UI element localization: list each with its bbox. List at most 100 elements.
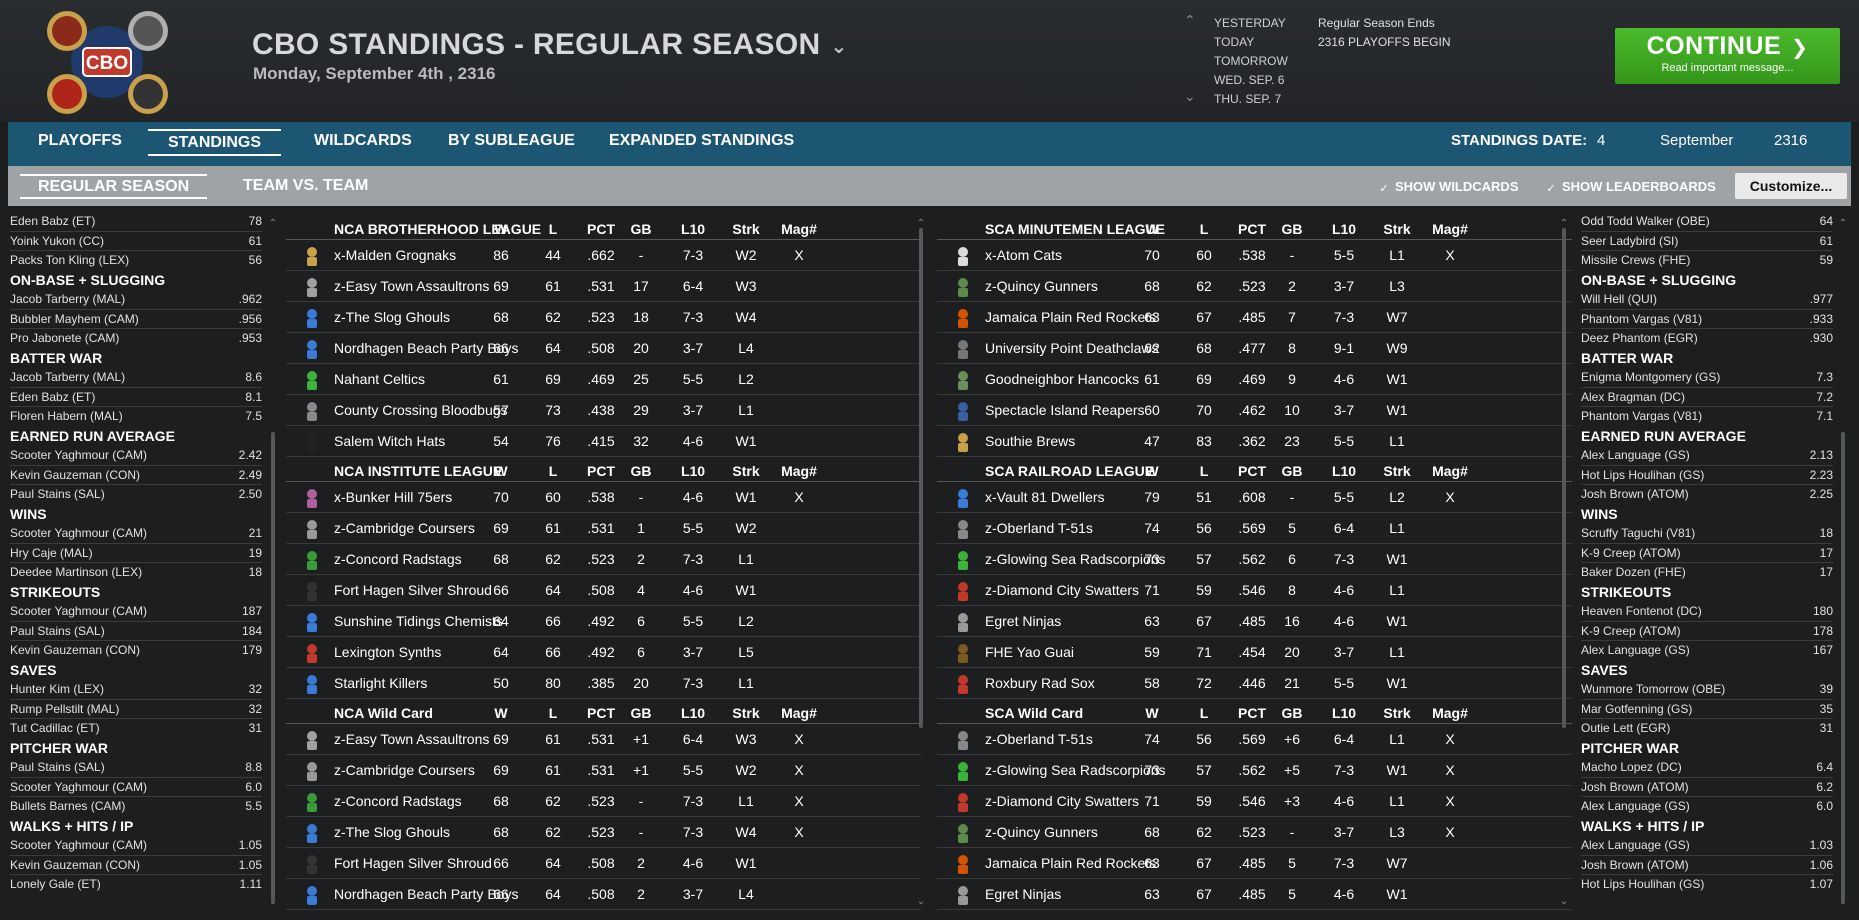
chevron-down-icon[interactable]: ⌄ — [916, 896, 926, 907]
table-row[interactable]: Nahant Celtics 61 69 .469 25 5-5 L2 — [286, 364, 921, 395]
team-name[interactable]: Nahant Celtics — [334, 371, 426, 387]
team-name[interactable]: z-Diamond City Swatters — [985, 582, 1140, 598]
date-nav-item[interactable]: TODAY — [1214, 35, 1255, 49]
team-name[interactable]: x-Malden Grognaks — [334, 247, 457, 263]
leader-row[interactable]: K-9 Creep (ATOM) 17 — [1581, 543, 1833, 562]
table-row[interactable]: Lexington Synths 64 66 .492 6 3-7 L5 — [286, 637, 921, 668]
team-name[interactable]: Lexington Synths — [334, 644, 442, 660]
column-header-l[interactable]: L — [548, 705, 558, 721]
chevron-up-icon[interactable]: ⌃ — [1184, 12, 1196, 28]
leader-row[interactable]: Bullets Barnes (CAM) 5.5 — [10, 796, 262, 815]
table-row[interactable]: z-Concord Radstags 68 62 .523 - 7-3 L1 X — [286, 786, 921, 817]
standings-month[interactable]: September — [1660, 132, 1734, 149]
leader-row[interactable]: Kevin Gauzeman (CON) 2.49 — [10, 465, 262, 484]
table-row[interactable]: Southie Brews 47 83 .362 23 5-5 L1 — [937, 426, 1572, 457]
team-name[interactable]: z-Diamond City Swatters — [985, 793, 1140, 809]
leader-row[interactable]: Josh Brown (ATOM) 2.25 — [1581, 484, 1833, 503]
table-row[interactable]: x-Atom Cats 70 60 .538 - 5-5 L1 X — [937, 240, 1572, 271]
leader-row[interactable]: Phantom Vargas (V81) .933 — [1581, 309, 1833, 328]
leader-row[interactable]: Alex Language (GS) 2.13 — [1581, 446, 1833, 465]
leader-row[interactable]: Mar Gotfenning (GS) 35 — [1581, 699, 1833, 718]
table-row[interactable]: z-The Slog Ghouls 68 62 .523 - 7-3 W4 X — [286, 817, 921, 848]
team-name[interactable]: z-Oberland T-51s — [985, 520, 1093, 536]
table-row[interactable]: Salem Witch Hats 54 76 .415 32 4-6 W1 — [286, 426, 921, 457]
column-header-w[interactable]: W — [1145, 705, 1159, 721]
leader-row[interactable]: Wunmore Tomorrow (OBE) 39 — [1581, 680, 1833, 699]
leader-row[interactable]: Outie Lett (EGR) 31 — [1581, 718, 1833, 737]
team-name[interactable]: z-Cambridge Coursers — [334, 520, 475, 536]
column-header-strk[interactable]: Strk — [1383, 463, 1411, 479]
date-nav-item[interactable]: TOMORROW — [1214, 54, 1288, 68]
table-row[interactable]: Nordhagen Beach Party Boys 66 64 .508 20 3-7 L… — [286, 333, 921, 364]
column-header-mag[interactable]: Mag# — [781, 221, 817, 237]
table-row[interactable]: z-Glowing Sea Radscorpions 73 57 .562 6 7-3 W1 — [937, 544, 1572, 575]
leader-row[interactable]: Josh Brown (ATOM) 6.2 — [1581, 777, 1833, 796]
table-row[interactable]: z-Cambridge Coursers 69 61 .531 1 5-5 W2 — [286, 513, 921, 544]
date-nav-item[interactable]: THU. SEP. 7 — [1214, 92, 1282, 106]
leader-row[interactable]: Scooter Yaghmour (CAM) 1.05 — [10, 836, 262, 855]
leader-row[interactable]: Bubbler Mayhem (CAM) .956 — [10, 309, 262, 328]
chevron-down-icon[interactable]: ⌄ — [268, 896, 278, 907]
column-header-gb[interactable]: GB — [630, 221, 652, 237]
team-name[interactable]: Nordhagen Beach Party Boys — [334, 340, 519, 356]
leader-row[interactable]: K-9 Creep (ATOM) 178 — [1581, 621, 1833, 640]
table-row[interactable]: z-Diamond City Swatters 71 59 .546 8 4-6 L1 — [937, 575, 1572, 606]
leader-row[interactable]: Hry Caje (MAL) 19 — [10, 543, 262, 562]
column-header-mag[interactable]: Mag# — [781, 705, 817, 721]
table-row[interactable]: z-Cambridge Coursers 69 61 .531 +1 5-5 W2 X — [286, 755, 921, 786]
column-header-l[interactable]: L — [1199, 463, 1209, 479]
team-name[interactable]: z-Oberland T-51s — [985, 731, 1093, 747]
table-row[interactable]: Egret Ninjas 63 67 .485 5 4-6 W1 — [937, 879, 1572, 910]
column-header-gb[interactable]: GB — [630, 463, 652, 479]
leader-row[interactable]: Odd Todd Walker (OBE) 64 — [1581, 212, 1833, 231]
leader-row[interactable]: Lonely Gale (ET) 1.11 — [10, 874, 262, 893]
column-header-strk[interactable]: Strk — [732, 463, 760, 479]
table-row[interactable]: z-Concord Radstags 68 62 .523 2 7-3 L1 — [286, 544, 921, 575]
team-name[interactable]: Nordhagen Beach Party Boys — [334, 886, 519, 902]
scrollbar-thumb[interactable] — [1841, 432, 1845, 902]
column-header-l[interactable]: L — [1199, 705, 1209, 721]
table-row[interactable]: x-Malden Grognaks 86 44 .662 - 7-3 W2 X — [286, 240, 921, 271]
scrollbar-thumb[interactable] — [1562, 228, 1566, 728]
team-name[interactable]: Fort Hagen Silver Shroud — [334, 855, 492, 871]
tab-regular-season[interactable]: REGULAR SEASON — [20, 174, 208, 199]
column-header-pct[interactable]: PCT — [587, 463, 615, 479]
leader-row[interactable]: Will Hell (QUI) .977 — [1581, 290, 1833, 309]
team-name[interactable]: FHE Yao Guai — [985, 644, 1074, 660]
date-nav-item[interactable]: YESTERDAY — [1214, 16, 1286, 30]
chevron-up-icon[interactable]: ⌃ — [916, 218, 926, 229]
column-header-l10[interactable]: L10 — [680, 705, 706, 721]
table-row[interactable]: z-Quincy Gunners 68 62 .523 2 3-7 L3 — [937, 271, 1572, 302]
table-row[interactable]: Egret Ninjas 63 67 .485 16 4-6 W1 — [937, 606, 1572, 637]
column-header-strk[interactable]: Strk — [1383, 705, 1411, 721]
team-name[interactable]: Egret Ninjas — [985, 886, 1062, 902]
table-row[interactable]: Goodneighbor Hancocks 61 69 .469 9 4-6 W1 — [937, 364, 1572, 395]
standings-day[interactable]: 4 — [1597, 132, 1606, 149]
table-row[interactable]: Starlight Killers 50 80 .385 20 7-3 L1 — [286, 668, 921, 699]
page-title[interactable]: CBO STANDINGS - REGULAR SEASON ⌄ — [252, 28, 848, 62]
chevron-down-icon[interactable]: ⌄ — [1559, 896, 1569, 907]
table-row[interactable]: Fort Hagen Silver Shroud 66 64 .508 2 4-6 W1 — [286, 848, 921, 879]
leader-row[interactable]: Alex Language (GS) 167 — [1581, 640, 1833, 659]
leader-row[interactable]: Baker Dozen (FHE) 17 — [1581, 562, 1833, 581]
team-name[interactable]: Jamaica Plain Red Rockets — [985, 855, 1157, 871]
standings-year[interactable]: 2316 — [1774, 132, 1808, 149]
leader-row[interactable]: Macho Lopez (DC) 6.4 — [1581, 758, 1833, 777]
scrollbar-thumb[interactable] — [271, 432, 275, 902]
table-row[interactable]: Sunshine Tidings Chemists 64 66 .492 6 5-5 L2 — [286, 606, 921, 637]
column-header-pct[interactable]: PCT — [1238, 705, 1266, 721]
table-row[interactable]: z-Easy Town Assaultrons 69 61 .531 17 6-4 W3 — [286, 271, 921, 302]
team-name[interactable]: z-Quincy Gunners — [985, 278, 1098, 294]
leader-row[interactable]: Josh Brown (ATOM) 1.06 — [1581, 855, 1833, 874]
leader-row[interactable]: Heaven Fontenot (DC) 180 — [1581, 602, 1833, 621]
table-row[interactable]: Jamaica Plain Red Rockets 63 67 .485 7 7-3 W7 — [937, 302, 1572, 333]
column-header-strk[interactable]: Strk — [732, 705, 760, 721]
scrollbar-thumb[interactable] — [919, 228, 923, 728]
column-header-l[interactable]: L — [548, 221, 558, 237]
team-name[interactable]: Egret Ninjas — [985, 613, 1062, 629]
column-header-w[interactable]: W — [494, 463, 508, 479]
leader-row[interactable]: Pro Jabonete (CAM) .953 — [10, 328, 262, 347]
team-name[interactable]: Goodneighbor Hancocks — [985, 371, 1140, 387]
date-nav-item[interactable]: WED. SEP. 6 — [1214, 73, 1285, 87]
table-row[interactable]: z-Oberland T-51s 74 56 .569 +6 6-4 L1 X — [937, 724, 1572, 755]
